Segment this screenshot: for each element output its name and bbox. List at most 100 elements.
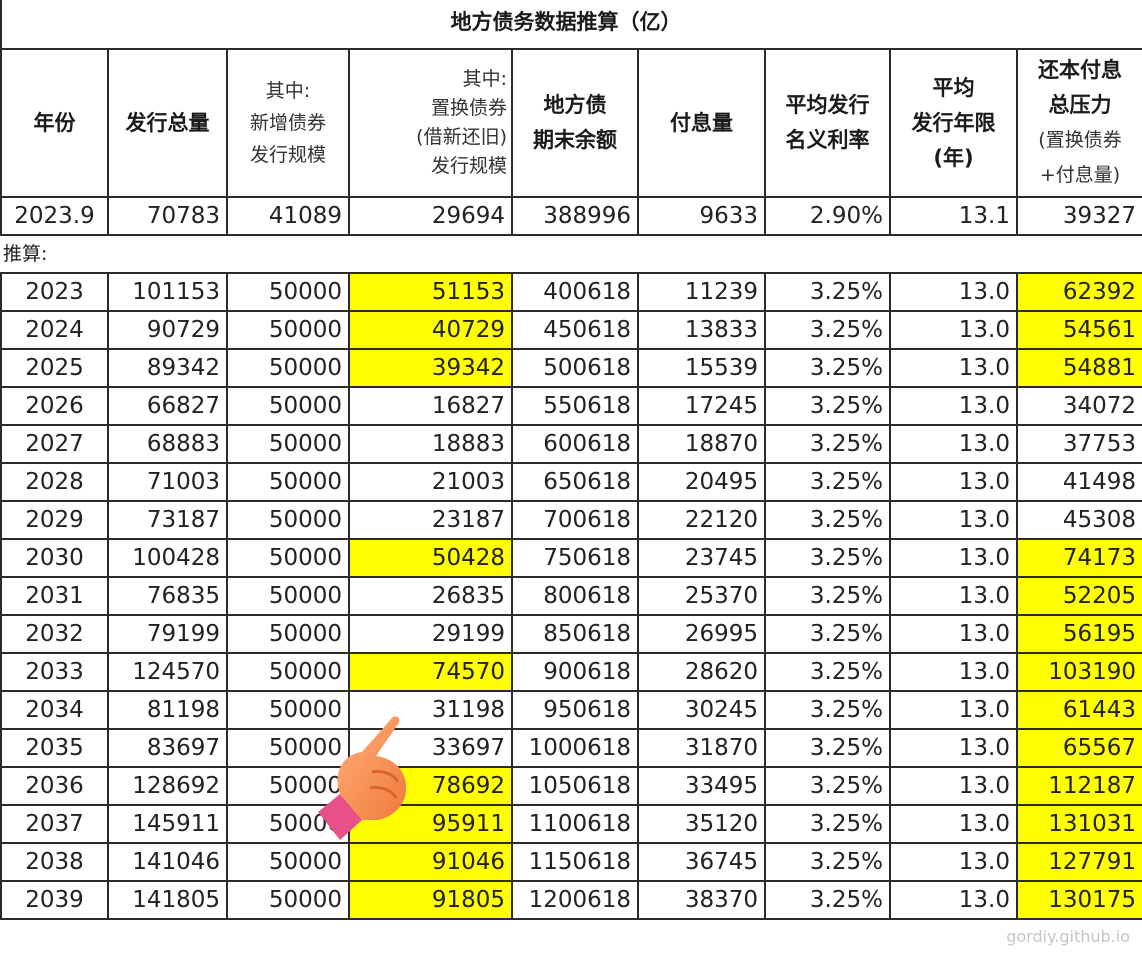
cell-interest[interactable]: 23745 [637,538,766,578]
cell-replacement[interactable]: 21003 [348,462,513,502]
cell-balance[interactable]: 850618 [511,614,639,654]
cell-total-issue[interactable]: 100428 [107,538,228,578]
cell-new-issue[interactable]: 50000 [226,348,350,388]
cell-balance[interactable]: 450618 [511,310,639,350]
cell-interest[interactable]: 38370 [637,880,766,920]
cell-term[interactable]: 13.0 [889,880,1018,920]
cell-rate[interactable]: 3.25% [764,804,891,844]
cell-new-issue[interactable]: 50000 [226,424,350,464]
cell-year[interactable]: 2025 [0,348,109,388]
cell-year[interactable]: 2034 [0,690,109,730]
cell-year[interactable]: 2028 [0,462,109,502]
cell-new-issue[interactable]: 50000 [226,690,350,730]
cell-new-issue[interactable]: 41089 [226,196,350,236]
cell-term[interactable]: 13.0 [889,804,1018,844]
cell-replacement[interactable]: 31198 [348,690,513,730]
cell-term[interactable]: 13.0 [889,462,1018,502]
cell-interest[interactable]: 25370 [637,576,766,616]
cell-rate[interactable]: 3.25% [764,310,891,350]
cell-balance[interactable]: 600618 [511,424,639,464]
cell-interest[interactable]: 26995 [637,614,766,654]
cell-pressure[interactable]: 65567 [1016,728,1142,768]
cell-balance[interactable]: 1000618 [511,728,639,768]
cell-total-issue[interactable]: 141805 [107,880,228,920]
cell-pressure[interactable]: 56195 [1016,614,1142,654]
cell-term[interactable]: 13.0 [889,272,1018,312]
cell-pressure[interactable]: 127791 [1016,842,1142,882]
cell-year[interactable]: 2027 [0,424,109,464]
cell-total-issue[interactable]: 101153 [107,272,228,312]
cell-rate[interactable]: 3.25% [764,880,891,920]
cell-new-issue[interactable]: 50000 [226,500,350,540]
cell-replacement[interactable]: 40729 [348,310,513,350]
cell-year[interactable]: 2037 [0,804,109,844]
cell-interest[interactable]: 11239 [637,272,766,312]
cell-interest[interactable]: 15539 [637,348,766,388]
cell-total-issue[interactable]: 76835 [107,576,228,616]
cell-balance[interactable]: 950618 [511,690,639,730]
cell-replacement[interactable]: 51153 [348,272,513,312]
cell-interest[interactable]: 33495 [637,766,766,806]
cell-pressure[interactable]: 41498 [1016,462,1142,502]
cell-interest[interactable]: 36745 [637,842,766,882]
cell-interest[interactable]: 22120 [637,500,766,540]
cell-interest[interactable]: 28620 [637,652,766,692]
cell-new-issue[interactable]: 50000 [226,728,350,768]
cell-balance[interactable]: 388996 [511,196,639,236]
cell-total-issue[interactable]: 145911 [107,804,228,844]
cell-total-issue[interactable]: 81198 [107,690,228,730]
cell-new-issue[interactable]: 50000 [226,880,350,920]
cell-pressure[interactable]: 103190 [1016,652,1142,692]
cell-term[interactable]: 13.0 [889,842,1018,882]
cell-rate[interactable]: 3.25% [764,386,891,426]
cell-term[interactable]: 13.0 [889,576,1018,616]
cell-rate[interactable]: 3.25% [764,538,891,578]
cell-total-issue[interactable]: 73187 [107,500,228,540]
cell-interest[interactable]: 30245 [637,690,766,730]
cell-total-issue[interactable]: 71003 [107,462,228,502]
cell-pressure[interactable]: 112187 [1016,766,1142,806]
cell-rate[interactable]: 2.90% [764,196,891,236]
cell-replacement[interactable]: 91805 [348,880,513,920]
cell-replacement[interactable]: 26835 [348,576,513,616]
cell-replacement[interactable]: 39342 [348,348,513,388]
cell-balance[interactable]: 650618 [511,462,639,502]
cell-new-issue[interactable]: 50000 [226,652,350,692]
cell-year[interactable]: 2036 [0,766,109,806]
cell-year[interactable]: 2032 [0,614,109,654]
cell-replacement[interactable]: 91046 [348,842,513,882]
cell-year[interactable]: 2023.9 [0,196,109,236]
cell-new-issue[interactable]: 50000 [226,272,350,312]
cell-year[interactable]: 2023 [0,272,109,312]
cell-pressure[interactable]: 62392 [1016,272,1142,312]
cell-term[interactable]: 13.0 [889,386,1018,426]
cell-balance[interactable]: 500618 [511,348,639,388]
cell-total-issue[interactable]: 89342 [107,348,228,388]
cell-year[interactable]: 2033 [0,652,109,692]
cell-pressure[interactable]: 39327 [1016,196,1142,236]
cell-new-issue[interactable]: 50000 [226,310,350,350]
cell-term[interactable]: 13.0 [889,310,1018,350]
cell-term[interactable]: 13.0 [889,728,1018,768]
cell-replacement[interactable]: 29694 [348,196,513,236]
cell-replacement[interactable]: 23187 [348,500,513,540]
cell-term[interactable]: 13.0 [889,614,1018,654]
cell-replacement[interactable]: 18883 [348,424,513,464]
cell-new-issue[interactable]: 50000 [226,766,350,806]
cell-balance[interactable]: 400618 [511,272,639,312]
cell-term[interactable]: 13.0 [889,538,1018,578]
cell-rate[interactable]: 3.25% [764,690,891,730]
cell-year[interactable]: 2030 [0,538,109,578]
cell-pressure[interactable]: 131031 [1016,804,1142,844]
cell-total-issue[interactable]: 83697 [107,728,228,768]
cell-new-issue[interactable]: 50000 [226,462,350,502]
cell-pressure[interactable]: 54561 [1016,310,1142,350]
cell-year[interactable]: 2039 [0,880,109,920]
cell-interest[interactable]: 35120 [637,804,766,844]
cell-rate[interactable]: 3.25% [764,424,891,464]
cell-interest[interactable]: 20495 [637,462,766,502]
cell-interest[interactable]: 13833 [637,310,766,350]
cell-rate[interactable]: 3.25% [764,614,891,654]
cell-total-issue[interactable]: 124570 [107,652,228,692]
cell-pressure[interactable]: 34072 [1016,386,1142,426]
